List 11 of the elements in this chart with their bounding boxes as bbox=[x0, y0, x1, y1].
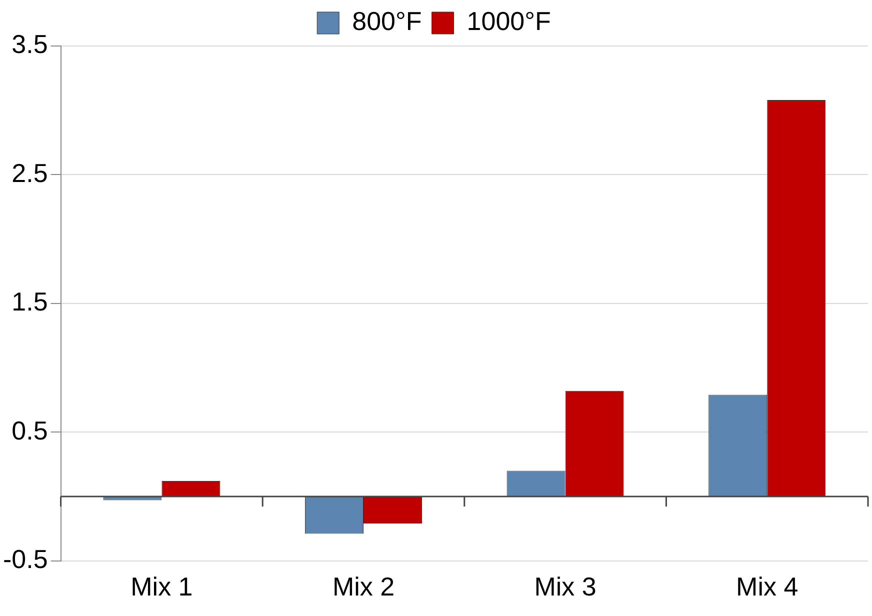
y-tick-label: 2.5 bbox=[12, 158, 48, 188]
x-tick-label: Mix 1 bbox=[130, 572, 193, 602]
y-tick-label: -0.5 bbox=[2, 544, 48, 574]
y-tick-label: 1.5 bbox=[12, 286, 48, 317]
x-tick-label: Mix 3 bbox=[534, 572, 596, 602]
x-tick-label: Mix 4 bbox=[736, 572, 798, 602]
legend-label: 800°F bbox=[352, 6, 422, 36]
y-tick-label: 3.5 bbox=[12, 29, 48, 60]
legend-label: 1000°F bbox=[466, 6, 551, 36]
x-tick-label: Mix 2 bbox=[332, 572, 395, 602]
y-tick-label: 0.5 bbox=[12, 415, 48, 446]
